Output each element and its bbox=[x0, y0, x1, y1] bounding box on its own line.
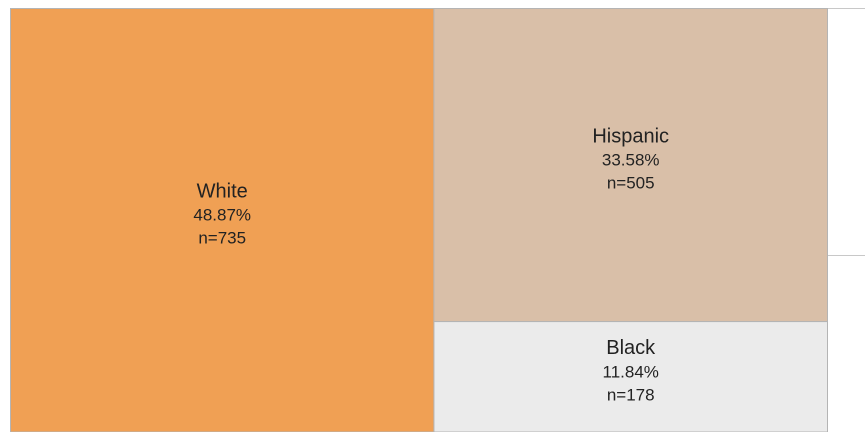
cell-label: Black bbox=[606, 337, 656, 359]
cell-count: n=178 bbox=[607, 385, 655, 404]
offscreen-cell bbox=[827, 255, 865, 432]
cell-count: n=505 bbox=[607, 174, 655, 193]
cell-label: White bbox=[197, 181, 248, 203]
cell-count: n=735 bbox=[198, 229, 246, 248]
cell-percent: 33.58% bbox=[602, 151, 660, 170]
cell-label: Hispanic bbox=[592, 125, 669, 147]
cell-percent: 11.84% bbox=[603, 362, 659, 381]
treemap-cell bbox=[10, 8, 435, 432]
offscreen-cell bbox=[827, 8, 865, 256]
cell-percent: 48.87% bbox=[193, 206, 251, 225]
treemap-cell bbox=[433, 8, 828, 323]
